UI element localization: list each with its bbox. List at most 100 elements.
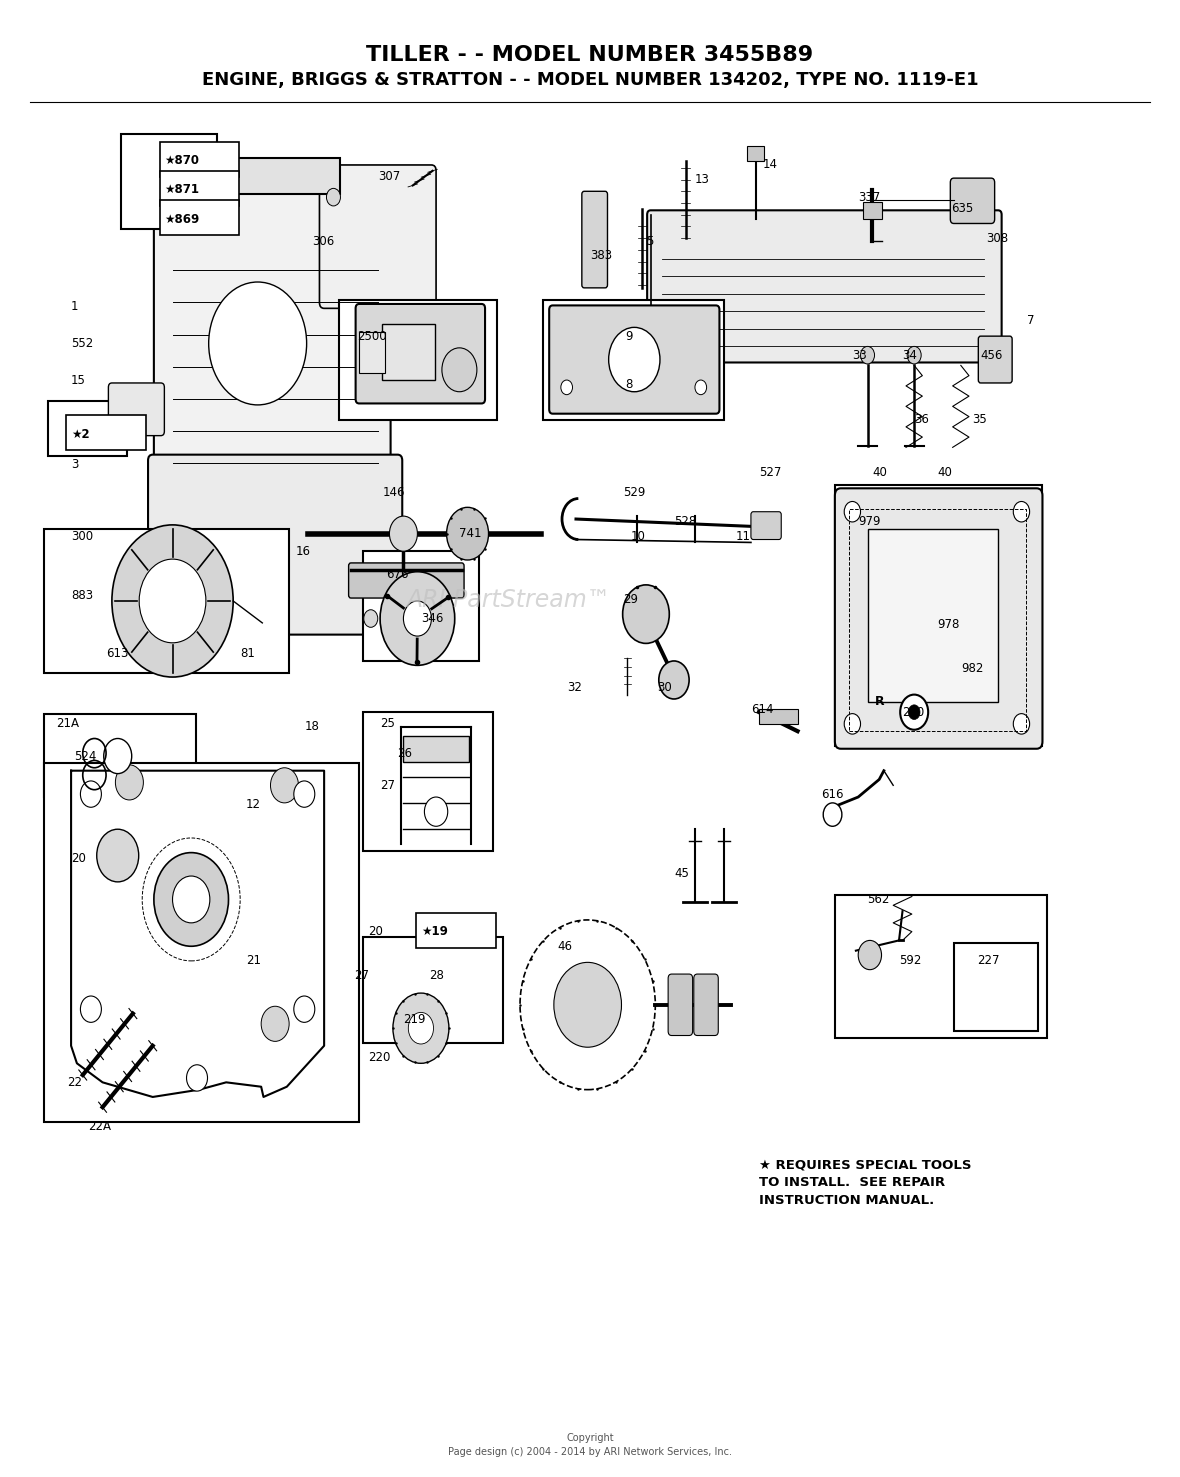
Bar: [45, 529, 289, 672]
Circle shape: [425, 798, 447, 826]
FancyBboxPatch shape: [978, 337, 1012, 383]
Text: 146: 146: [382, 486, 405, 499]
Text: 32: 32: [566, 681, 582, 694]
Text: 25: 25: [380, 718, 395, 730]
Text: 20: 20: [368, 925, 384, 938]
Bar: [159, 199, 240, 235]
Text: 40: 40: [937, 465, 952, 479]
Text: 527: 527: [759, 465, 781, 479]
FancyBboxPatch shape: [668, 973, 693, 1035]
Text: 8: 8: [625, 378, 632, 391]
Circle shape: [860, 347, 874, 363]
Bar: [362, 712, 493, 851]
Text: Copyright: Copyright: [566, 1433, 614, 1443]
Bar: [47, 400, 127, 456]
Text: 230: 230: [903, 706, 925, 719]
Bar: [848, 508, 1027, 731]
FancyBboxPatch shape: [835, 489, 1042, 749]
Circle shape: [363, 610, 378, 628]
Text: 18: 18: [304, 721, 319, 733]
Text: 14: 14: [762, 158, 778, 171]
Text: 219: 219: [404, 1013, 426, 1027]
Circle shape: [520, 920, 655, 1090]
Bar: [543, 300, 725, 419]
Circle shape: [393, 993, 448, 1063]
FancyBboxPatch shape: [320, 165, 437, 309]
Text: 300: 300: [71, 530, 93, 544]
Bar: [867, 529, 998, 702]
Bar: [66, 415, 145, 450]
Circle shape: [153, 852, 229, 947]
Text: 308: 308: [986, 232, 1009, 245]
Text: 29: 29: [623, 592, 637, 606]
Bar: [747, 146, 763, 161]
Bar: [835, 486, 1042, 746]
Text: 22A: 22A: [88, 1120, 112, 1133]
FancyBboxPatch shape: [582, 192, 608, 288]
FancyBboxPatch shape: [355, 304, 485, 403]
Text: 978: 978: [937, 617, 959, 631]
Bar: [863, 201, 881, 219]
Text: 982: 982: [961, 662, 983, 675]
Text: 9: 9: [625, 329, 632, 343]
Bar: [382, 325, 435, 380]
Circle shape: [80, 995, 101, 1022]
Text: 81: 81: [241, 647, 255, 660]
Text: 21A: 21A: [55, 718, 79, 730]
Text: 1: 1: [71, 300, 79, 313]
Bar: [168, 158, 341, 193]
Text: 7: 7: [1028, 313, 1035, 326]
Circle shape: [261, 1006, 289, 1041]
Text: 33: 33: [852, 349, 867, 362]
Text: 5: 5: [645, 235, 654, 248]
Circle shape: [658, 660, 689, 699]
Text: 20: 20: [71, 852, 86, 866]
Circle shape: [112, 524, 234, 676]
Circle shape: [408, 1012, 433, 1044]
Text: 26: 26: [398, 747, 413, 759]
FancyBboxPatch shape: [109, 383, 164, 436]
Text: 46: 46: [557, 939, 572, 953]
Text: 337: 337: [858, 191, 880, 204]
Text: 456: 456: [981, 349, 1003, 362]
Circle shape: [900, 694, 929, 730]
Text: ★870: ★870: [164, 154, 199, 167]
Bar: [45, 764, 359, 1123]
Bar: [417, 913, 496, 948]
Circle shape: [858, 941, 881, 970]
Text: 28: 28: [430, 969, 444, 982]
Circle shape: [270, 768, 299, 803]
Text: 529: 529: [623, 486, 645, 499]
Text: ★869: ★869: [164, 213, 199, 226]
Circle shape: [163, 610, 177, 628]
Text: 552: 552: [71, 337, 93, 350]
Circle shape: [327, 189, 341, 205]
Text: 524: 524: [74, 749, 97, 762]
Text: 11: 11: [736, 530, 750, 544]
Circle shape: [80, 781, 101, 808]
Text: 15: 15: [71, 374, 86, 387]
Text: 346: 346: [421, 611, 444, 625]
Text: TILLER - - MODEL NUMBER 3455B89: TILLER - - MODEL NUMBER 3455B89: [367, 46, 813, 65]
Text: 34: 34: [903, 349, 917, 362]
FancyBboxPatch shape: [549, 306, 720, 414]
Text: ARI PartStream™: ARI PartStream™: [406, 588, 610, 611]
Text: 616: 616: [821, 787, 844, 801]
Circle shape: [294, 995, 315, 1022]
Circle shape: [441, 349, 477, 391]
Circle shape: [163, 189, 177, 205]
Text: 528: 528: [674, 515, 696, 529]
Text: 562: 562: [867, 894, 890, 905]
Bar: [359, 332, 385, 372]
Bar: [953, 944, 1037, 1031]
Circle shape: [139, 560, 205, 642]
Text: 307: 307: [378, 170, 400, 183]
Text: ★ REQUIRES SPECIAL TOOLS
TO INSTALL.  SEE REPAIR
INSTRUCTION MANUAL.: ★ REQUIRES SPECIAL TOOLS TO INSTALL. SEE…: [759, 1158, 971, 1207]
Bar: [340, 300, 497, 419]
Text: 227: 227: [977, 954, 999, 967]
Circle shape: [116, 765, 144, 801]
Circle shape: [172, 876, 210, 923]
Circle shape: [1014, 502, 1030, 521]
Bar: [159, 171, 240, 205]
Text: 36: 36: [914, 414, 929, 425]
